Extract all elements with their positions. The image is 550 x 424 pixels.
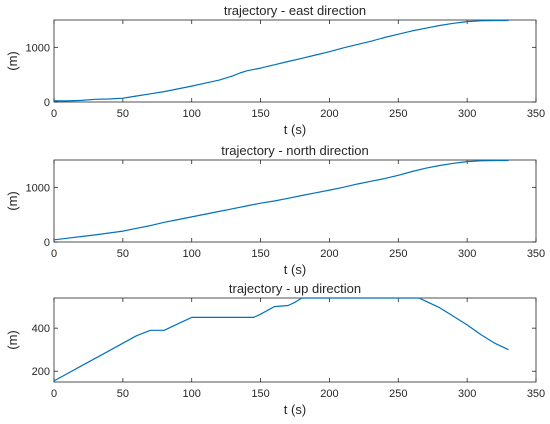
x-tick-label: 150 xyxy=(251,108,269,120)
x-tick-label: 50 xyxy=(117,388,129,400)
x-tick-label: 0 xyxy=(51,388,57,400)
x-tick-label: 300 xyxy=(458,248,476,260)
x-tick-label: 300 xyxy=(458,388,476,400)
series-line xyxy=(53,159,509,241)
x-tick-label: 250 xyxy=(389,108,407,120)
subplot-3: 0 50 100 150 200 250 300 350 200 400 trajectory - … xyxy=(5,281,545,417)
y-axis-label: (m) xyxy=(5,51,20,71)
x-tick-label: 200 xyxy=(320,388,338,400)
x-tick-label: 150 xyxy=(251,248,269,260)
y-tick-label: 200 xyxy=(32,366,50,378)
x-tick-label: 200 xyxy=(320,248,338,260)
y-tick-label: 1000 xyxy=(26,42,50,54)
x-axis-label: t (s) xyxy=(284,262,306,277)
subplot-1: 0 50 100 150 200 250 300 350 0 1000 trajectory - e… xyxy=(5,3,545,137)
x-tick-label: 0 xyxy=(51,108,57,120)
x-tick-label: 350 xyxy=(527,108,545,120)
y-axis-label: (m) xyxy=(5,330,20,350)
x-tick-label: 150 xyxy=(251,388,269,400)
x-tick-label: 50 xyxy=(117,248,129,260)
y-tick-label: 0 xyxy=(44,97,50,109)
y-tick-label: 0 xyxy=(44,237,50,249)
x-tick-label: 250 xyxy=(389,248,407,260)
plot-area xyxy=(53,19,537,103)
series-line xyxy=(53,297,509,382)
x-tick-label: 200 xyxy=(320,108,338,120)
y-tick-label: 1000 xyxy=(26,182,50,194)
series-line xyxy=(54,19,509,102)
x-axis-label: t (s) xyxy=(284,402,306,417)
x-tick-label: 100 xyxy=(183,388,201,400)
subplot-2: 0 50 100 150 200 250 300 350 0 1000 trajectory - n… xyxy=(5,143,545,277)
x-axis-label: t (s) xyxy=(284,122,306,137)
x-tick-label: 50 xyxy=(117,108,129,120)
x-tick-label: 350 xyxy=(527,388,545,400)
x-tick-label: 100 xyxy=(183,108,201,120)
subplot-title: trajectory - east direction xyxy=(224,3,366,18)
subplot-title: trajectory - north direction xyxy=(221,143,368,158)
x-tick-label: 100 xyxy=(183,248,201,260)
plot-area xyxy=(53,297,537,383)
x-tick-label: 250 xyxy=(389,388,407,400)
plot-area xyxy=(53,159,537,243)
x-tick-label: 350 xyxy=(527,248,545,260)
y-axis-label: (m) xyxy=(5,191,20,211)
y-tick-label: 400 xyxy=(32,323,50,335)
x-tick-label: 0 xyxy=(51,248,57,260)
x-tick-label: 300 xyxy=(458,108,476,120)
subplot-title: trajectory - up direction xyxy=(229,281,361,296)
